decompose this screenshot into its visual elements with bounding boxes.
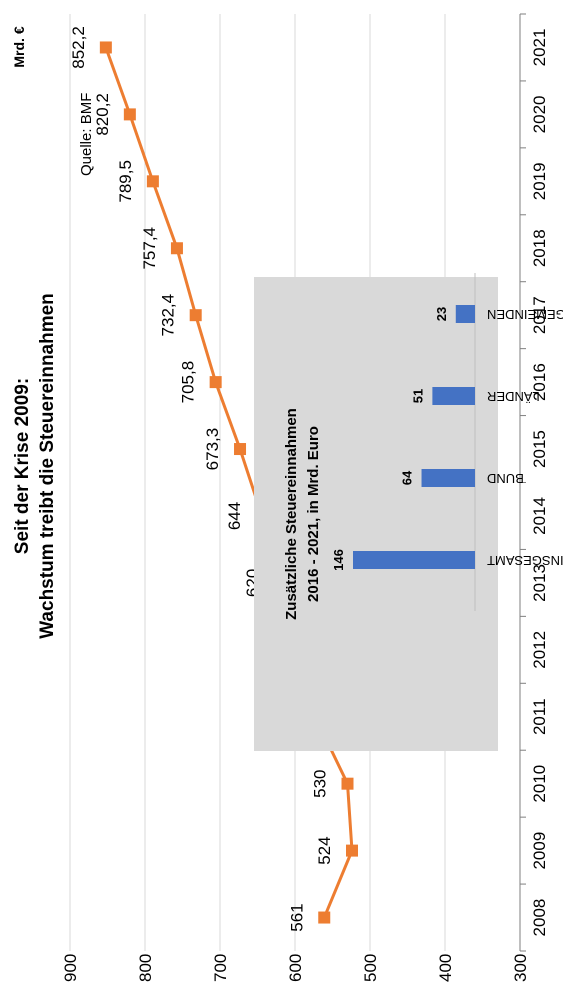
inset-bar bbox=[421, 469, 475, 487]
data-point bbox=[170, 242, 183, 255]
data-label: 757,4 bbox=[140, 227, 159, 270]
inset-bar-value: 146 bbox=[331, 549, 346, 571]
data-point bbox=[234, 443, 247, 456]
data-label: 820,2 bbox=[93, 93, 112, 136]
x-tick-label: 2012 bbox=[530, 631, 549, 669]
inset-category-label: BUND bbox=[487, 471, 524, 486]
inset-bar-value: 51 bbox=[410, 389, 425, 403]
x-tick-label: 2014 bbox=[530, 497, 549, 535]
inset-category-label: GEMEINDEN bbox=[487, 307, 563, 322]
data-label: 852,2 bbox=[69, 26, 88, 69]
y-tick-label: 400 bbox=[436, 954, 455, 982]
data-label: 644 bbox=[225, 502, 244, 530]
inset-title-line1: Zusätzliche Steuereinnahmen bbox=[283, 408, 300, 620]
source-label: Quelle: BMF bbox=[78, 93, 95, 176]
inset-bar-value: 64 bbox=[400, 470, 415, 485]
inset-bars: 146 STAAT INSGESAMT 64 BUND 51 LÄNDER 23 GEMEIN… bbox=[331, 273, 563, 611]
x-tick-label: 2018 bbox=[530, 229, 549, 267]
data-label: 732,4 bbox=[159, 294, 178, 337]
chart-subtitle: Wachstum treibt die Steuereinnahmen bbox=[37, 293, 58, 639]
x-tick-label: 2017 bbox=[530, 296, 549, 334]
inset-category-label: STAAT INSGESAMT bbox=[487, 553, 563, 568]
data-point bbox=[209, 376, 222, 389]
x-tick-label: 2011 bbox=[530, 698, 549, 735]
inset-category-label: LÄNDER bbox=[487, 389, 540, 404]
chart-title: Seit der Krise 2009: bbox=[12, 378, 33, 554]
x-tick-label: 2015 bbox=[530, 430, 549, 468]
data-label: 789,5 bbox=[116, 160, 135, 203]
data-point bbox=[146, 175, 159, 188]
inset-bar bbox=[432, 387, 476, 405]
y-axis: 900 800 700 600 500 400 300 bbox=[61, 954, 530, 982]
series-line bbox=[104, 46, 354, 919]
x-tick-label: 2010 bbox=[530, 765, 549, 803]
data-point bbox=[189, 309, 202, 322]
unit-label: Mrd. € bbox=[11, 26, 27, 67]
data-point bbox=[346, 844, 358, 857]
inset-title-line2: 2016 - 2021, in Mrd. Euro bbox=[305, 426, 322, 602]
inset-bar bbox=[353, 551, 475, 569]
data-point bbox=[123, 108, 136, 121]
y-tick-label: 300 bbox=[511, 954, 530, 982]
data-label: 561 bbox=[287, 903, 306, 931]
x-tick-label: 2016 bbox=[530, 363, 549, 401]
x-tick-label: 2013 bbox=[530, 564, 549, 602]
data-point bbox=[341, 777, 354, 790]
data-point bbox=[318, 911, 331, 924]
y-tick-label: 700 bbox=[211, 954, 230, 982]
x-tick-label: 2009 bbox=[530, 832, 549, 870]
data-label: 530 bbox=[311, 769, 330, 797]
data-label: 705,8 bbox=[179, 361, 198, 404]
y-tick-label: 800 bbox=[136, 954, 155, 982]
x-tick-label: 2020 bbox=[530, 95, 549, 133]
inset-bar-value: 23 bbox=[434, 307, 449, 321]
data-label: 524 bbox=[315, 836, 334, 864]
y-tick-label: 600 bbox=[286, 954, 305, 982]
inset-chart: Zusätzliche Steuereinnahmen 2016 - 2021,… bbox=[254, 273, 563, 751]
x-axis: 2008 2009 2010 2011 2012 2013 2014 2015 2016 2017… bbox=[519, 13, 549, 952]
data-point bbox=[99, 41, 112, 54]
inset-bar bbox=[455, 305, 475, 323]
y-tick-label: 500 bbox=[361, 954, 380, 982]
x-tick-label: 2008 bbox=[530, 899, 549, 937]
x-tick-label: 2021 bbox=[530, 29, 549, 67]
y-tick-label: 900 bbox=[61, 954, 80, 982]
data-label: 673,3 bbox=[203, 428, 222, 471]
x-tick-label: 2019 bbox=[530, 162, 549, 200]
